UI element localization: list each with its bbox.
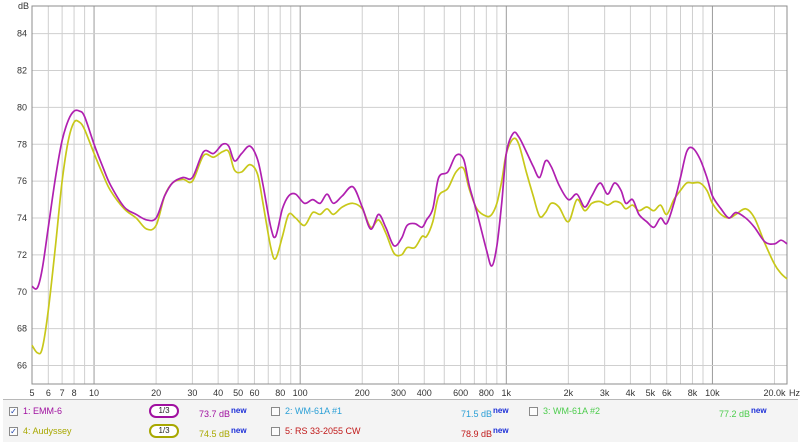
x-tick-label: 800 (479, 388, 494, 398)
x-tick-label: 100 (293, 388, 308, 398)
legend-row-1: ✓ 1: EMM-6 1/3 73.7 dBnew 2: WM-61A #1 7… (3, 402, 798, 422)
value-text: 77.2 dB (719, 409, 751, 419)
y-tick-label: 80 (17, 102, 27, 112)
x-tick-label: 5 (29, 388, 34, 398)
x-tick-label: 20 (151, 388, 161, 398)
new-badge: new (231, 406, 247, 415)
new-badge: new (493, 426, 509, 435)
new-badge: new (231, 426, 247, 435)
y-tick-label: 84 (17, 29, 27, 39)
y-tick-label: 70 (17, 287, 27, 297)
new-badge: new (751, 406, 767, 415)
value-text: 78.9 dB (461, 429, 493, 439)
x-tick-label: 50 (233, 388, 243, 398)
legend-label-emm6: 1: EMM-6 (23, 406, 63, 416)
x-tick-label: 60 (249, 388, 259, 398)
checkbox-wm61a-2[interactable] (529, 407, 538, 416)
x-tick-label: 3k (600, 388, 610, 398)
x-tick-label: 600 (453, 388, 468, 398)
x-tick-label: 5k (646, 388, 656, 398)
smoothing-button-audyssey[interactable]: 1/3 (149, 424, 179, 438)
new-badge: new (493, 406, 509, 415)
x-tick-label: 6k (662, 388, 672, 398)
checkbox-wm61a-1[interactable] (271, 407, 280, 416)
checkbox-rs33-2055[interactable] (271, 427, 280, 436)
x-tick-label: 6 (46, 388, 51, 398)
legend-value-wm61a-2: 77.2 dBnew (719, 406, 767, 419)
x-tick-label: 200 (355, 388, 370, 398)
plot-background (32, 6, 787, 384)
y-tick-label: 66 (17, 361, 27, 371)
x-axis-unit: Hz (789, 388, 800, 398)
x-tick-label: 10k (705, 388, 720, 398)
legend-value-audyssey: 74.5 dBnew (199, 426, 247, 439)
legend-label-wm61a-2: 3: WM-61A #2 (543, 406, 601, 416)
legend-label-audyssey: 4: Audyssey (23, 426, 72, 436)
y-tick-label: 82 (17, 66, 27, 76)
checkbox-emm6[interactable]: ✓ (9, 407, 18, 416)
legend-row-2: ✓ 4: Audyssey 1/3 74.5 dBnew 5: RS 33-20… (3, 422, 798, 442)
y-tick-label: 72 (17, 250, 27, 260)
x-tick-label: 400 (417, 388, 432, 398)
y-axis-unit: dB (18, 1, 29, 11)
x-tick-label: 10 (89, 388, 99, 398)
x-tick-label: 1k (502, 388, 512, 398)
y-tick-label: 74 (17, 213, 27, 223)
value-text: 73.7 dB (199, 409, 231, 419)
plot-frame (31, 5, 788, 385)
legend-value-emm6: 73.7 dBnew (199, 406, 247, 419)
value-text: 71.5 dB (461, 409, 493, 419)
x-tick-label: 20.0k (763, 388, 786, 398)
x-tick-label: 40 (213, 388, 223, 398)
legend-label-rs33-2055: 5: RS 33-2055 CW (285, 426, 361, 436)
series-line-emm-6 (31, 109, 788, 290)
x-tick-label: 7 (60, 388, 65, 398)
y-tick-label: 68 (17, 324, 27, 334)
y-tick-label: 78 (17, 139, 27, 149)
legend-label-wm61a-1: 2: WM-61A #1 (285, 406, 343, 416)
x-tick-label: 8 (72, 388, 77, 398)
x-tick-label: 4k (626, 388, 636, 398)
value-text: 74.5 dB (199, 429, 231, 439)
x-tick-label: 2k (564, 388, 574, 398)
x-tick-label: 300 (391, 388, 406, 398)
x-tick-label: 8k (688, 388, 698, 398)
y-tick-label: 76 (17, 176, 27, 186)
x-tick-label: 30 (187, 388, 197, 398)
x-tick-label: 80 (275, 388, 285, 398)
checkbox-audyssey[interactable]: ✓ (9, 427, 18, 436)
legend-panel: ✓ 1: EMM-6 1/3 73.7 dBnew 2: WM-61A #1 7… (3, 399, 798, 442)
legend-value-rs33-2055: 78.9 dBnew (461, 426, 509, 439)
legend-value-wm61a-1: 71.5 dBnew (461, 406, 509, 419)
smoothing-button-emm6[interactable]: 1/3 (149, 404, 179, 418)
